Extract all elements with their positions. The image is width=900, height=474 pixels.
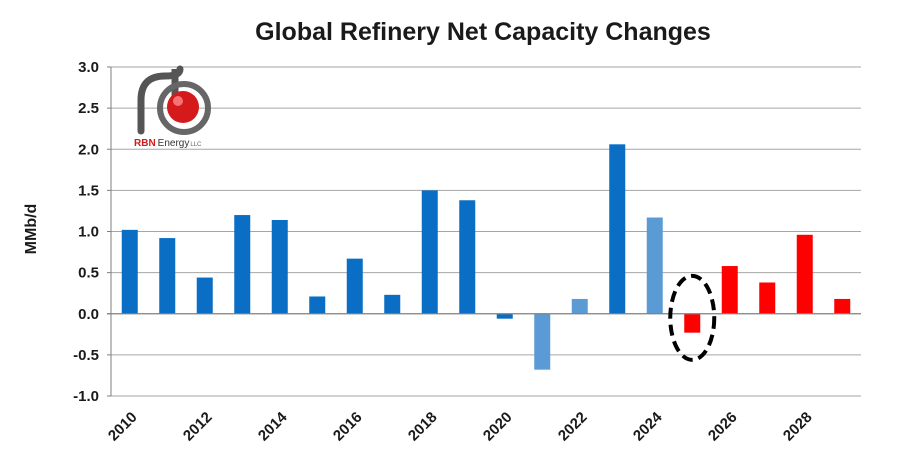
x-axis-ticks: 2010 2012 2014 2016 2018 2020 2022 2024 2026 2028 [105,408,816,444]
bar-2020 [496,313,513,319]
logo-name: Energy [158,138,190,149]
y-tick-label: 1.0 [78,224,99,241]
y-axis-label: MMb/d [23,204,40,255]
y-tick-label: 0.5 [78,265,99,282]
x-tick-label: 2016 [330,409,366,445]
bar-2011 [159,238,176,314]
y-tick-label: 3.0 [78,59,99,76]
bar-2028 [796,234,813,314]
bar-2027 [759,282,776,314]
y-tick-label: 0.0 [78,306,99,323]
x-tick-label: 2024 [630,408,666,444]
bar-2029 [834,298,851,314]
logo-suffix: LLC [190,142,202,148]
y-axis-ticks: -1.0 -0.5 0.0 0.5 1.0 1.5 2.0 2.5 3.0 [73,59,99,405]
axes [107,66,861,397]
gridlines [111,66,861,397]
bar-2019 [459,200,476,314]
logo-ring [157,81,211,135]
x-tick-label: 2026 [705,409,741,445]
x-tick-label: 2014 [255,408,291,444]
logo-brand: RBN [134,138,156,149]
chart-title: Global Refinery Net Capacity Changes [255,18,711,46]
bar-2015 [309,296,326,314]
x-tick-label: 2010 [105,409,141,445]
x-tick-label: 2022 [555,409,591,445]
y-tick-label: 1.5 [78,182,99,199]
bar-2012 [196,277,213,314]
bar-2025 [684,313,701,333]
y-tick-label: 2.0 [78,141,99,158]
bar-2018 [421,190,438,314]
rbn-energy-logo: RBN EnergyLLC [134,65,211,149]
highlight-ellipse [668,273,717,362]
bar-2017 [384,294,401,314]
bar-2026 [721,266,738,314]
y-tick-label: -1.0 [73,388,99,405]
x-tick-label: 2020 [480,409,516,445]
y-tick-label: 2.5 [78,100,99,117]
bar-2016 [346,258,363,314]
x-tick-label: 2018 [405,409,441,445]
bar-2014 [271,219,288,314]
bars [121,144,851,370]
bar-2010 [121,229,138,314]
x-tick-label: 2028 [780,409,816,445]
logo-red-ball-icon [167,91,199,123]
bar-2022 [571,298,588,314]
x-tick-label: 2012 [180,409,216,445]
bar-2013 [234,215,251,314]
y-tick-label: -0.5 [73,347,99,364]
bar-2021 [534,313,551,370]
bar-2024 [646,217,663,314]
bar-2023 [609,144,626,314]
